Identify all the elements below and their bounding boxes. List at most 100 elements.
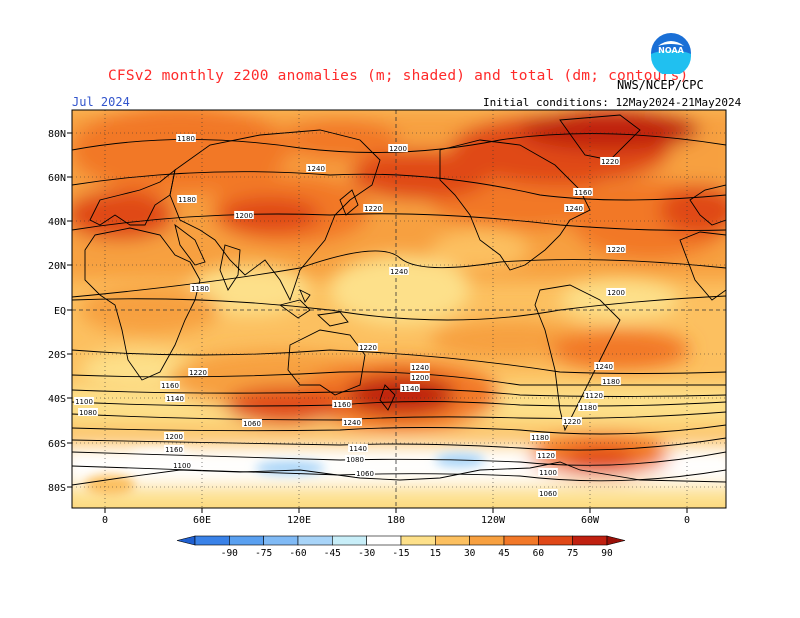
contour-label-bg xyxy=(538,489,558,497)
colorbar-segment xyxy=(435,535,470,546)
map-frame xyxy=(71,109,727,509)
noaa-logo: NOAA xyxy=(651,33,691,74)
colorbar-segment xyxy=(366,535,402,546)
colorbar-level-label: -90 xyxy=(221,548,238,559)
lon-label: 0 xyxy=(684,515,690,526)
lat-label: 40S xyxy=(48,394,66,405)
contour-label: 1200 xyxy=(389,145,407,153)
colorbar-level-label: -45 xyxy=(324,548,341,559)
colorbar-segment xyxy=(469,535,505,546)
contour-label: 1080 xyxy=(346,456,364,464)
contour-label: 1160 xyxy=(161,382,179,390)
contour-label: 1060 xyxy=(539,490,557,498)
contour-label: 1240 xyxy=(411,364,429,372)
contour-label-bg xyxy=(342,418,362,426)
lon-label: 0 xyxy=(102,515,108,526)
contour-label: 1200 xyxy=(411,374,429,382)
contour-label-bg xyxy=(389,267,409,275)
lon-label: 180 xyxy=(387,515,405,526)
contour-label: 1240 xyxy=(565,205,583,213)
contour-label-bg xyxy=(306,164,326,172)
contour-label-bg xyxy=(606,288,626,296)
colorbar-segment xyxy=(297,535,333,546)
contour-label-bg xyxy=(601,377,621,385)
contour-label-bg xyxy=(176,134,196,142)
contour-label: 1160 xyxy=(333,401,351,409)
contour-label-bg xyxy=(164,445,184,453)
lat-label: 40N xyxy=(48,217,66,228)
initial-conditions: Initial conditions: 12May2024-21May2024 xyxy=(483,96,742,109)
contour-label: 1060 xyxy=(356,470,374,478)
contour-label-bg xyxy=(573,188,593,196)
contour-label: 1240 xyxy=(343,419,361,427)
colorbar-level-label: 60 xyxy=(533,548,545,559)
contour-label: 1180 xyxy=(177,135,195,143)
colorbar-segment xyxy=(503,535,539,546)
contour-label: 1100 xyxy=(75,398,93,406)
colorbar-level-label: -75 xyxy=(255,548,272,559)
contour-label-bg xyxy=(74,397,94,405)
colorbar-level-label: 15 xyxy=(430,548,441,559)
contour-label-bg xyxy=(584,391,604,399)
asia-outline xyxy=(169,129,381,302)
contour-label: 1100 xyxy=(539,469,557,477)
contour-label-bg xyxy=(172,461,192,469)
colorbar-high-arrow xyxy=(606,535,626,546)
africa-outline xyxy=(84,227,201,381)
contour-label-bg xyxy=(78,408,98,416)
contour-label-bg xyxy=(345,455,365,463)
contour-label-bg xyxy=(562,417,582,425)
contour-label: 1240 xyxy=(307,165,325,173)
longitude-labels: 0 60E 120E 180 120W 60W 0 xyxy=(102,508,690,526)
colorbar-level-label: -30 xyxy=(358,548,375,559)
contour-label-bg xyxy=(188,368,208,376)
contour-label-bg xyxy=(160,381,180,389)
contour-label-bg xyxy=(388,144,408,152)
contour-label: 1240 xyxy=(595,363,613,371)
contour-label: 1060 xyxy=(243,420,261,428)
contour-label: 1140 xyxy=(166,395,184,403)
colorbar-segment xyxy=(229,535,264,546)
contour-label: 1200 xyxy=(607,289,625,297)
contour-label-bg xyxy=(190,284,210,292)
colorbar-low-arrow xyxy=(176,535,196,546)
contour-label: 1140 xyxy=(401,385,419,393)
colorbar-level-label: 45 xyxy=(498,548,509,559)
contour-label: 1180 xyxy=(579,404,597,412)
lat-label: 80S xyxy=(48,483,66,494)
greenland-outline xyxy=(559,114,641,161)
colorbar-level-label: -60 xyxy=(289,548,306,559)
contour-label: 1200 xyxy=(165,433,183,441)
contour-label: 1220 xyxy=(607,246,625,254)
contour-label: 1240 xyxy=(390,268,408,276)
contour-label-bg xyxy=(355,469,375,477)
latitude-labels: 80N 60N 40N 20N EQ 20S 40S 60S 80S xyxy=(48,129,72,494)
contour-label-bg xyxy=(348,444,368,452)
contour-label: 1220 xyxy=(364,205,382,213)
lat-label: 20S xyxy=(48,350,66,361)
contour-label-bg xyxy=(358,343,378,351)
contour-label-bg xyxy=(600,157,620,165)
lat-label: 60N xyxy=(48,173,66,184)
contour-label: 1180 xyxy=(178,196,196,204)
colorbar-level-label: 75 xyxy=(567,548,578,559)
contour-label-bg xyxy=(177,195,197,203)
contour-label-bg xyxy=(578,403,598,411)
anomaly-shading xyxy=(72,110,726,508)
contour-label-bg xyxy=(400,384,420,392)
contour-label: 1220 xyxy=(601,158,619,166)
contour-label: 1200 xyxy=(235,212,253,220)
noaa-logo-text: NOAA xyxy=(658,46,684,55)
contour-label: 1160 xyxy=(165,446,183,454)
contour-label-bg xyxy=(538,468,558,476)
contour-label: 1120 xyxy=(537,452,555,460)
contour-label-bg xyxy=(410,373,430,381)
contour-label-bg xyxy=(242,419,262,427)
contour-label: 1180 xyxy=(602,378,620,386)
japan-outline xyxy=(339,189,359,216)
lat-label: 20N xyxy=(48,261,66,272)
contour-label-bg xyxy=(332,400,352,408)
colorbar-level-label: -15 xyxy=(392,548,409,559)
contour-label-bg xyxy=(564,204,584,212)
